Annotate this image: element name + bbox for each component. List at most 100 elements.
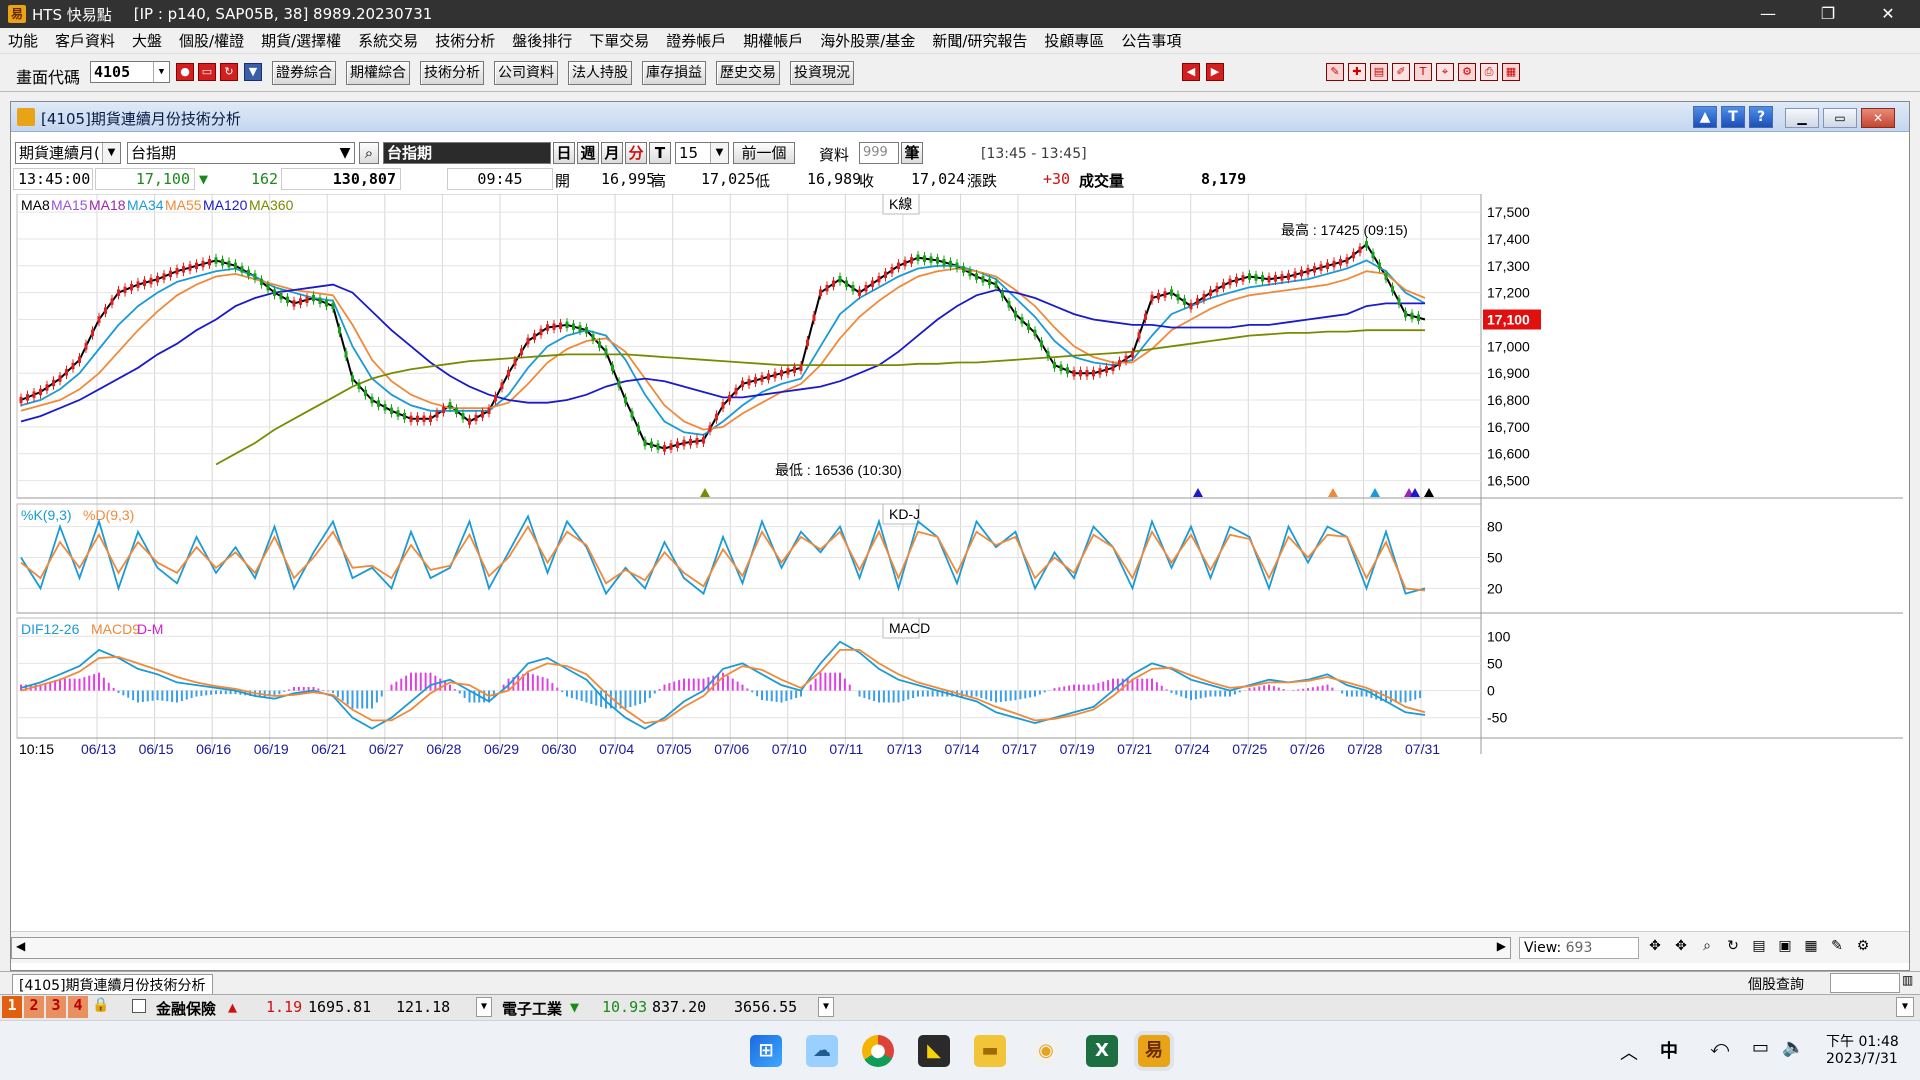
chevron-down-icon[interactable]: ▼: [476, 997, 492, 1017]
help-button[interactable]: ?: [1749, 106, 1773, 128]
panel-restore-button[interactable]: ▭: [1823, 108, 1857, 128]
menu-item[interactable]: 技術分析: [435, 32, 496, 50]
menu-item[interactable]: 投顧專區: [1044, 32, 1105, 50]
menu-item[interactable]: 公告事項: [1121, 32, 1182, 50]
menu-item[interactable]: 期權帳戶: [743, 32, 804, 50]
toolbar-button[interactable]: 庫存損益: [642, 61, 706, 85]
prev-button[interactable]: 前一個: [733, 142, 795, 164]
search-icon[interactable]: ●: [176, 63, 194, 81]
chart-tool-icon[interactable]: ✥: [1675, 938, 1687, 954]
network-icon[interactable]: ▭: [1752, 1037, 1770, 1058]
maximize-button[interactable]: ❐: [1820, 4, 1836, 23]
hts-app-icon[interactable]: 易: [1138, 1035, 1170, 1067]
period-tick-button[interactable]: T: [649, 142, 671, 164]
chart-tool-icon[interactable]: ✎: [1831, 938, 1843, 954]
browser-icon[interactable]: ◉: [1030, 1035, 1062, 1067]
chart-tool-icon[interactable]: ▦: [1804, 938, 1818, 954]
ime-mode-icon[interactable]: ⤺: [1710, 1037, 1730, 1058]
tool-icon[interactable]: ✎: [1326, 63, 1344, 81]
volume-icon[interactable]: 🔈: [1782, 1037, 1805, 1058]
chevron-down-icon[interactable]: ▼: [710, 143, 728, 163]
menu-item[interactable]: 客戶資料: [55, 32, 116, 50]
chevron-down-icon[interactable]: ▼: [336, 143, 354, 163]
dropdown-icon[interactable]: ▼: [244, 63, 262, 81]
period-month-button[interactable]: 月: [601, 142, 623, 164]
chart-tool-icon[interactable]: ↻: [1727, 938, 1739, 954]
menu-item[interactable]: 證券帳戶: [666, 32, 727, 50]
folder-icon[interactable]: ▭: [198, 63, 216, 81]
menu-item[interactable]: 海外股票/基金: [820, 32, 916, 50]
menu-item[interactable]: 系統交易: [358, 32, 419, 50]
weather-widget-icon[interactable]: ☁: [806, 1035, 838, 1067]
scroll-left-icon[interactable]: ◀: [16, 939, 26, 953]
panel-close-button[interactable]: ✕: [1861, 108, 1895, 128]
alert-button[interactable]: ▲: [1693, 106, 1717, 128]
toolbar-button[interactable]: 公司資料: [494, 61, 558, 85]
page-3-button[interactable]: 3: [46, 996, 66, 1018]
search-icon[interactable]: ⌕: [359, 142, 379, 164]
chevron-down-icon[interactable]: ▼: [1896, 997, 1914, 1017]
tool-icon[interactable]: ⎙: [1480, 63, 1498, 81]
period-minute-button[interactable]: 分: [625, 142, 647, 164]
prev-screen-icon[interactable]: ◀: [1182, 63, 1200, 81]
menu-item[interactable]: 功能: [8, 32, 39, 50]
chart-canvas[interactable]: 10:15 06/13 06/15 06/16 06/19 06/21 06/27 06/28…: [13, 194, 1907, 949]
panel-minimize-button[interactable]: ▁: [1785, 108, 1819, 128]
toolbar-button[interactable]: 法人持股: [568, 61, 632, 85]
excel-icon[interactable]: X: [1086, 1035, 1118, 1067]
lock-icon[interactable]: 🔒: [92, 997, 110, 1013]
period-week-button[interactable]: 週: [577, 142, 599, 164]
page-4-button[interactable]: 4: [68, 996, 88, 1018]
menu-item[interactable]: 新聞/研究報告: [932, 32, 1028, 50]
contract-selector[interactable]: 期貨連續月(▼: [15, 142, 121, 164]
data-count-input[interactable]: 999: [859, 142, 899, 164]
chrome-icon[interactable]: ●: [862, 1035, 894, 1067]
chevron-down-icon[interactable]: ▼: [102, 143, 120, 163]
next-screen-icon[interactable]: ▶: [1206, 63, 1224, 81]
tab-tech-analysis[interactable]: [4105]期貨連續月份技術分析: [12, 974, 213, 995]
tool-icon[interactable]: ▦: [1502, 63, 1520, 81]
chart-tool-icon[interactable]: ▤: [1752, 938, 1766, 954]
tool-icon[interactable]: ✚: [1348, 63, 1366, 81]
checkbox[interactable]: [132, 999, 146, 1013]
toolbar-button[interactable]: 證券綜合: [272, 61, 336, 85]
chevron-down-icon[interactable]: ▼: [818, 997, 834, 1017]
file-explorer-icon[interactable]: ▬: [974, 1035, 1006, 1067]
tool-icon[interactable]: T: [1414, 63, 1432, 81]
text-button[interactable]: T: [1721, 106, 1745, 128]
close-button[interactable]: ✕: [1881, 4, 1895, 23]
horizontal-scrollbar[interactable]: ◀ ▶: [11, 937, 1511, 959]
stock-query-input[interactable]: [1830, 973, 1900, 993]
menu-item[interactable]: 盤後排行: [512, 32, 573, 50]
chart-tool-icon[interactable]: ⚙: [1856, 938, 1870, 954]
interval-selector[interactable]: 15 ▼: [675, 142, 729, 164]
windows-start-icon[interactable]: ⊞: [750, 1035, 782, 1067]
screen-code-input[interactable]: 4105 ▼: [90, 61, 170, 83]
minimize-button[interactable]: —: [1760, 4, 1776, 23]
menu-item[interactable]: 個股/權證: [179, 32, 245, 50]
chevron-up-icon[interactable]: ︿: [1620, 1043, 1638, 1064]
chart-tool-icon[interactable]: ▣: [1778, 938, 1792, 954]
bar-chart-icon[interactable]: ▥: [1902, 973, 1914, 987]
page-2-button[interactable]: 2: [24, 996, 44, 1018]
tool-icon[interactable]: ⚙: [1458, 63, 1476, 81]
menu-item[interactable]: 下單交易: [589, 32, 650, 50]
notes-app-icon[interactable]: ◣: [918, 1035, 950, 1067]
tool-icon[interactable]: ▤: [1370, 63, 1388, 81]
toolbar-button[interactable]: 技術分析: [420, 61, 484, 85]
refresh-icon[interactable]: ↻: [220, 63, 238, 81]
toolbar-button[interactable]: 期權綜合: [346, 61, 410, 85]
menu-item[interactable]: 期貨/選擇權: [261, 32, 342, 50]
ime-indicator[interactable]: 中: [1660, 1041, 1678, 1062]
chevron-down-icon[interactable]: ▼: [153, 62, 169, 82]
tool-icon[interactable]: ⌖: [1436, 63, 1454, 81]
data-unit-button[interactable]: 筆: [901, 142, 923, 164]
scroll-right-icon[interactable]: ▶: [1496, 939, 1506, 953]
page-1-button[interactable]: 1: [2, 996, 22, 1018]
chart-tool-icon[interactable]: ✥: [1649, 938, 1661, 954]
menu-item[interactable]: 大盤: [132, 32, 163, 50]
product-selector[interactable]: 台指期 ▼: [127, 142, 355, 164]
tool-icon[interactable]: ✐: [1392, 63, 1410, 81]
period-day-button[interactable]: 日: [553, 142, 575, 164]
chart-tool-icon[interactable]: ⌕: [1703, 938, 1711, 954]
